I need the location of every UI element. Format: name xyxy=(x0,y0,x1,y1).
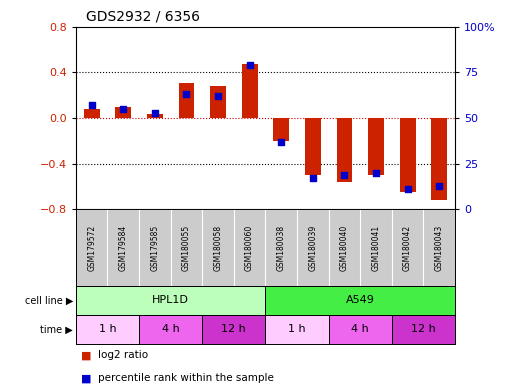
Text: GSM180038: GSM180038 xyxy=(277,225,286,271)
Point xyxy=(277,139,286,145)
Text: percentile rank within the sample: percentile rank within the sample xyxy=(98,373,274,383)
Point xyxy=(309,175,317,181)
Bar xyxy=(84,109,99,118)
Text: 1 h: 1 h xyxy=(99,324,116,334)
Text: GSM180041: GSM180041 xyxy=(371,225,381,271)
Text: A549: A549 xyxy=(346,295,374,306)
Bar xyxy=(147,114,163,118)
Bar xyxy=(368,118,384,175)
Text: ■: ■ xyxy=(81,350,92,360)
Point xyxy=(245,62,254,68)
Bar xyxy=(336,118,353,182)
Text: GSM180042: GSM180042 xyxy=(403,225,412,271)
Bar xyxy=(76,286,266,315)
Text: 1 h: 1 h xyxy=(288,324,306,334)
Point xyxy=(119,106,128,112)
Text: cell line ▶: cell line ▶ xyxy=(25,295,73,306)
Text: 12 h: 12 h xyxy=(221,324,246,334)
Text: 4 h: 4 h xyxy=(162,324,179,334)
Bar xyxy=(202,315,266,344)
Bar xyxy=(178,83,195,118)
Text: GSM180060: GSM180060 xyxy=(245,225,254,271)
Text: ■: ■ xyxy=(81,373,92,383)
Bar xyxy=(305,118,321,175)
Point xyxy=(403,186,412,192)
Text: 12 h: 12 h xyxy=(411,324,436,334)
Point xyxy=(151,109,159,116)
Point xyxy=(182,91,190,98)
Bar xyxy=(139,315,202,344)
Bar xyxy=(392,315,455,344)
Bar xyxy=(266,315,328,344)
Point xyxy=(87,102,96,108)
Bar xyxy=(76,315,139,344)
Text: GSM180058: GSM180058 xyxy=(213,225,222,271)
Point xyxy=(214,93,222,99)
Text: GSM180040: GSM180040 xyxy=(340,225,349,271)
Text: GSM179584: GSM179584 xyxy=(119,225,128,271)
Point xyxy=(372,170,380,176)
Bar xyxy=(431,118,447,200)
Text: GDS2932 / 6356: GDS2932 / 6356 xyxy=(86,9,200,23)
Text: GSM180055: GSM180055 xyxy=(182,225,191,271)
Text: GSM179585: GSM179585 xyxy=(150,225,160,271)
Text: GSM180039: GSM180039 xyxy=(309,225,317,271)
Point xyxy=(340,172,349,178)
Bar xyxy=(328,315,392,344)
Text: GSM179572: GSM179572 xyxy=(87,225,96,271)
Text: log2 ratio: log2 ratio xyxy=(98,350,148,360)
Point xyxy=(435,182,444,189)
Bar xyxy=(266,286,455,315)
Bar xyxy=(400,118,415,192)
Bar xyxy=(274,118,289,141)
Text: GSM180043: GSM180043 xyxy=(435,225,444,271)
Text: time ▶: time ▶ xyxy=(40,324,73,334)
Text: 4 h: 4 h xyxy=(351,324,369,334)
Text: HPL1D: HPL1D xyxy=(152,295,189,306)
Bar xyxy=(242,65,257,118)
Bar xyxy=(210,86,226,118)
Bar xyxy=(116,107,131,118)
